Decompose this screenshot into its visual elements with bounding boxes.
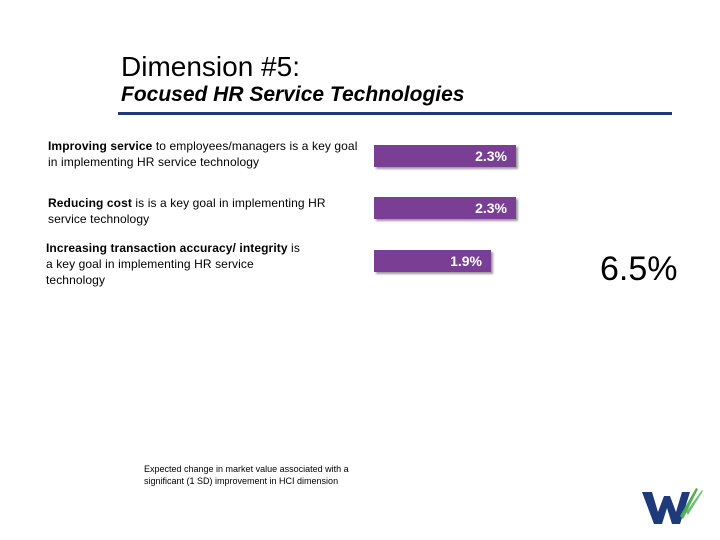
- bar-transaction-accuracy: 1.9%: [374, 250, 491, 272]
- row-label-reducing-cost: Reducing cost is is a key goal in implem…: [48, 195, 348, 227]
- company-logo-icon: [642, 488, 703, 524]
- title-divider: [118, 112, 672, 115]
- row-label-bold: Increasing transaction accuracy/ integri…: [46, 241, 288, 255]
- bar-improving-service: 2.3%: [374, 145, 516, 167]
- bar-value-label: 1.9%: [450, 253, 482, 269]
- row-label-bold: Reducing cost: [48, 196, 132, 210]
- row-label-rest: to employees/managers is a key goal in i…: [48, 139, 358, 169]
- page-title: Dimension #5:: [121, 51, 300, 82]
- row-label-rest: is is a key goal in implementing HR serv…: [48, 196, 326, 226]
- bar-reducing-cost: 2.3%: [374, 197, 516, 219]
- bar-value-label: 2.3%: [475, 200, 507, 216]
- row-label-transaction-accuracy: Increasing transaction accuracy/ integri…: [46, 240, 306, 288]
- total-value: 6.5%: [600, 250, 678, 288]
- footnote: Expected change in market value associat…: [144, 464, 349, 486]
- row-label-improving-service: Improving service to employees/managers …: [48, 138, 358, 170]
- bar-value-label: 2.3%: [475, 148, 507, 164]
- row-label-bold: Improving service: [48, 139, 153, 153]
- row-label-rest: is a key goal in implementing HR service…: [46, 241, 300, 287]
- page-subtitle: Focused HR Service Technologies: [121, 83, 465, 106]
